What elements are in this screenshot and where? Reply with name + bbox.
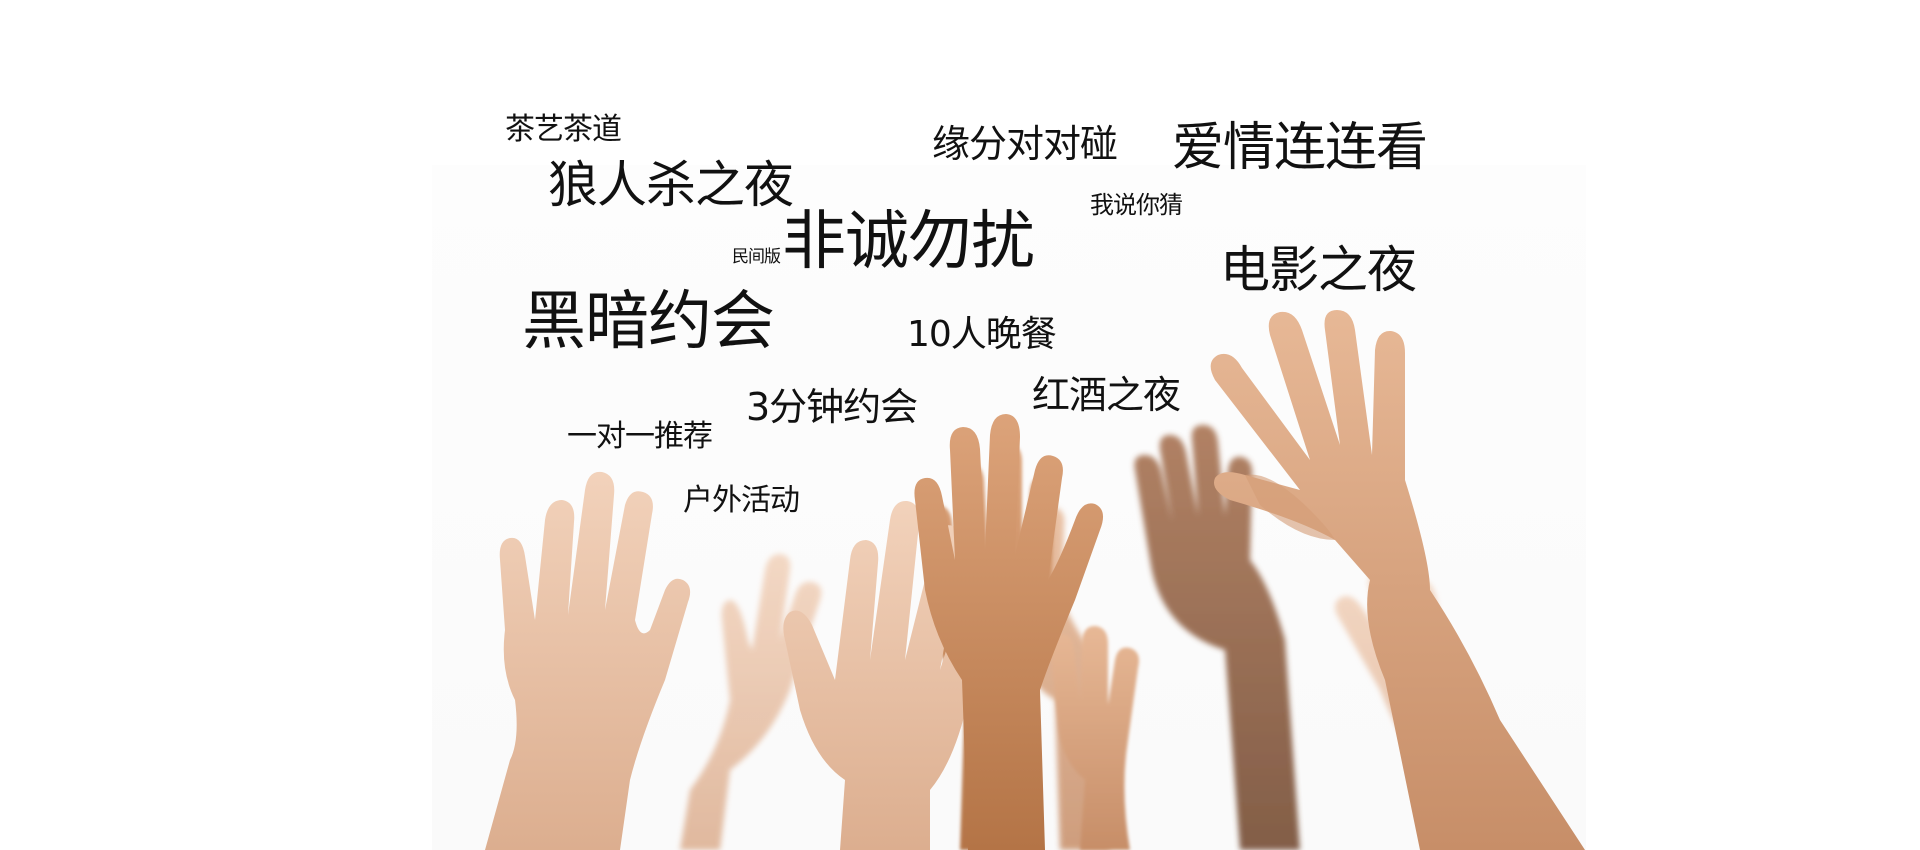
- word-movie-night: 电影之夜: [1220, 241, 1417, 299]
- word-one-on-one: 一对一推荐: [567, 419, 713, 454]
- word-dark-date: 黑暗约会: [522, 285, 775, 359]
- word-love-link: 爱情连连看: [1172, 118, 1428, 178]
- word-ten-person-dinner: 10人晚餐: [907, 314, 1057, 355]
- word-three-minute-date: 3分钟约会: [746, 385, 918, 429]
- word-wine-night: 红酒之夜: [1032, 373, 1181, 417]
- word-fate-match: 缘分对对碰: [932, 122, 1118, 166]
- word-tea-art: 茶艺茶道: [505, 112, 622, 147]
- word-outdoor-activity: 户外活动: [683, 483, 800, 518]
- word-i-say-you-guess: 我说你猜: [1090, 191, 1183, 219]
- word-if-you-are-the-one: 非诚勿扰: [782, 205, 1035, 279]
- word-folk-edition: 民间版: [732, 247, 781, 267]
- foreground-hands: [485, 310, 1585, 850]
- word-werewolf-night: 狼人杀之夜: [548, 156, 794, 214]
